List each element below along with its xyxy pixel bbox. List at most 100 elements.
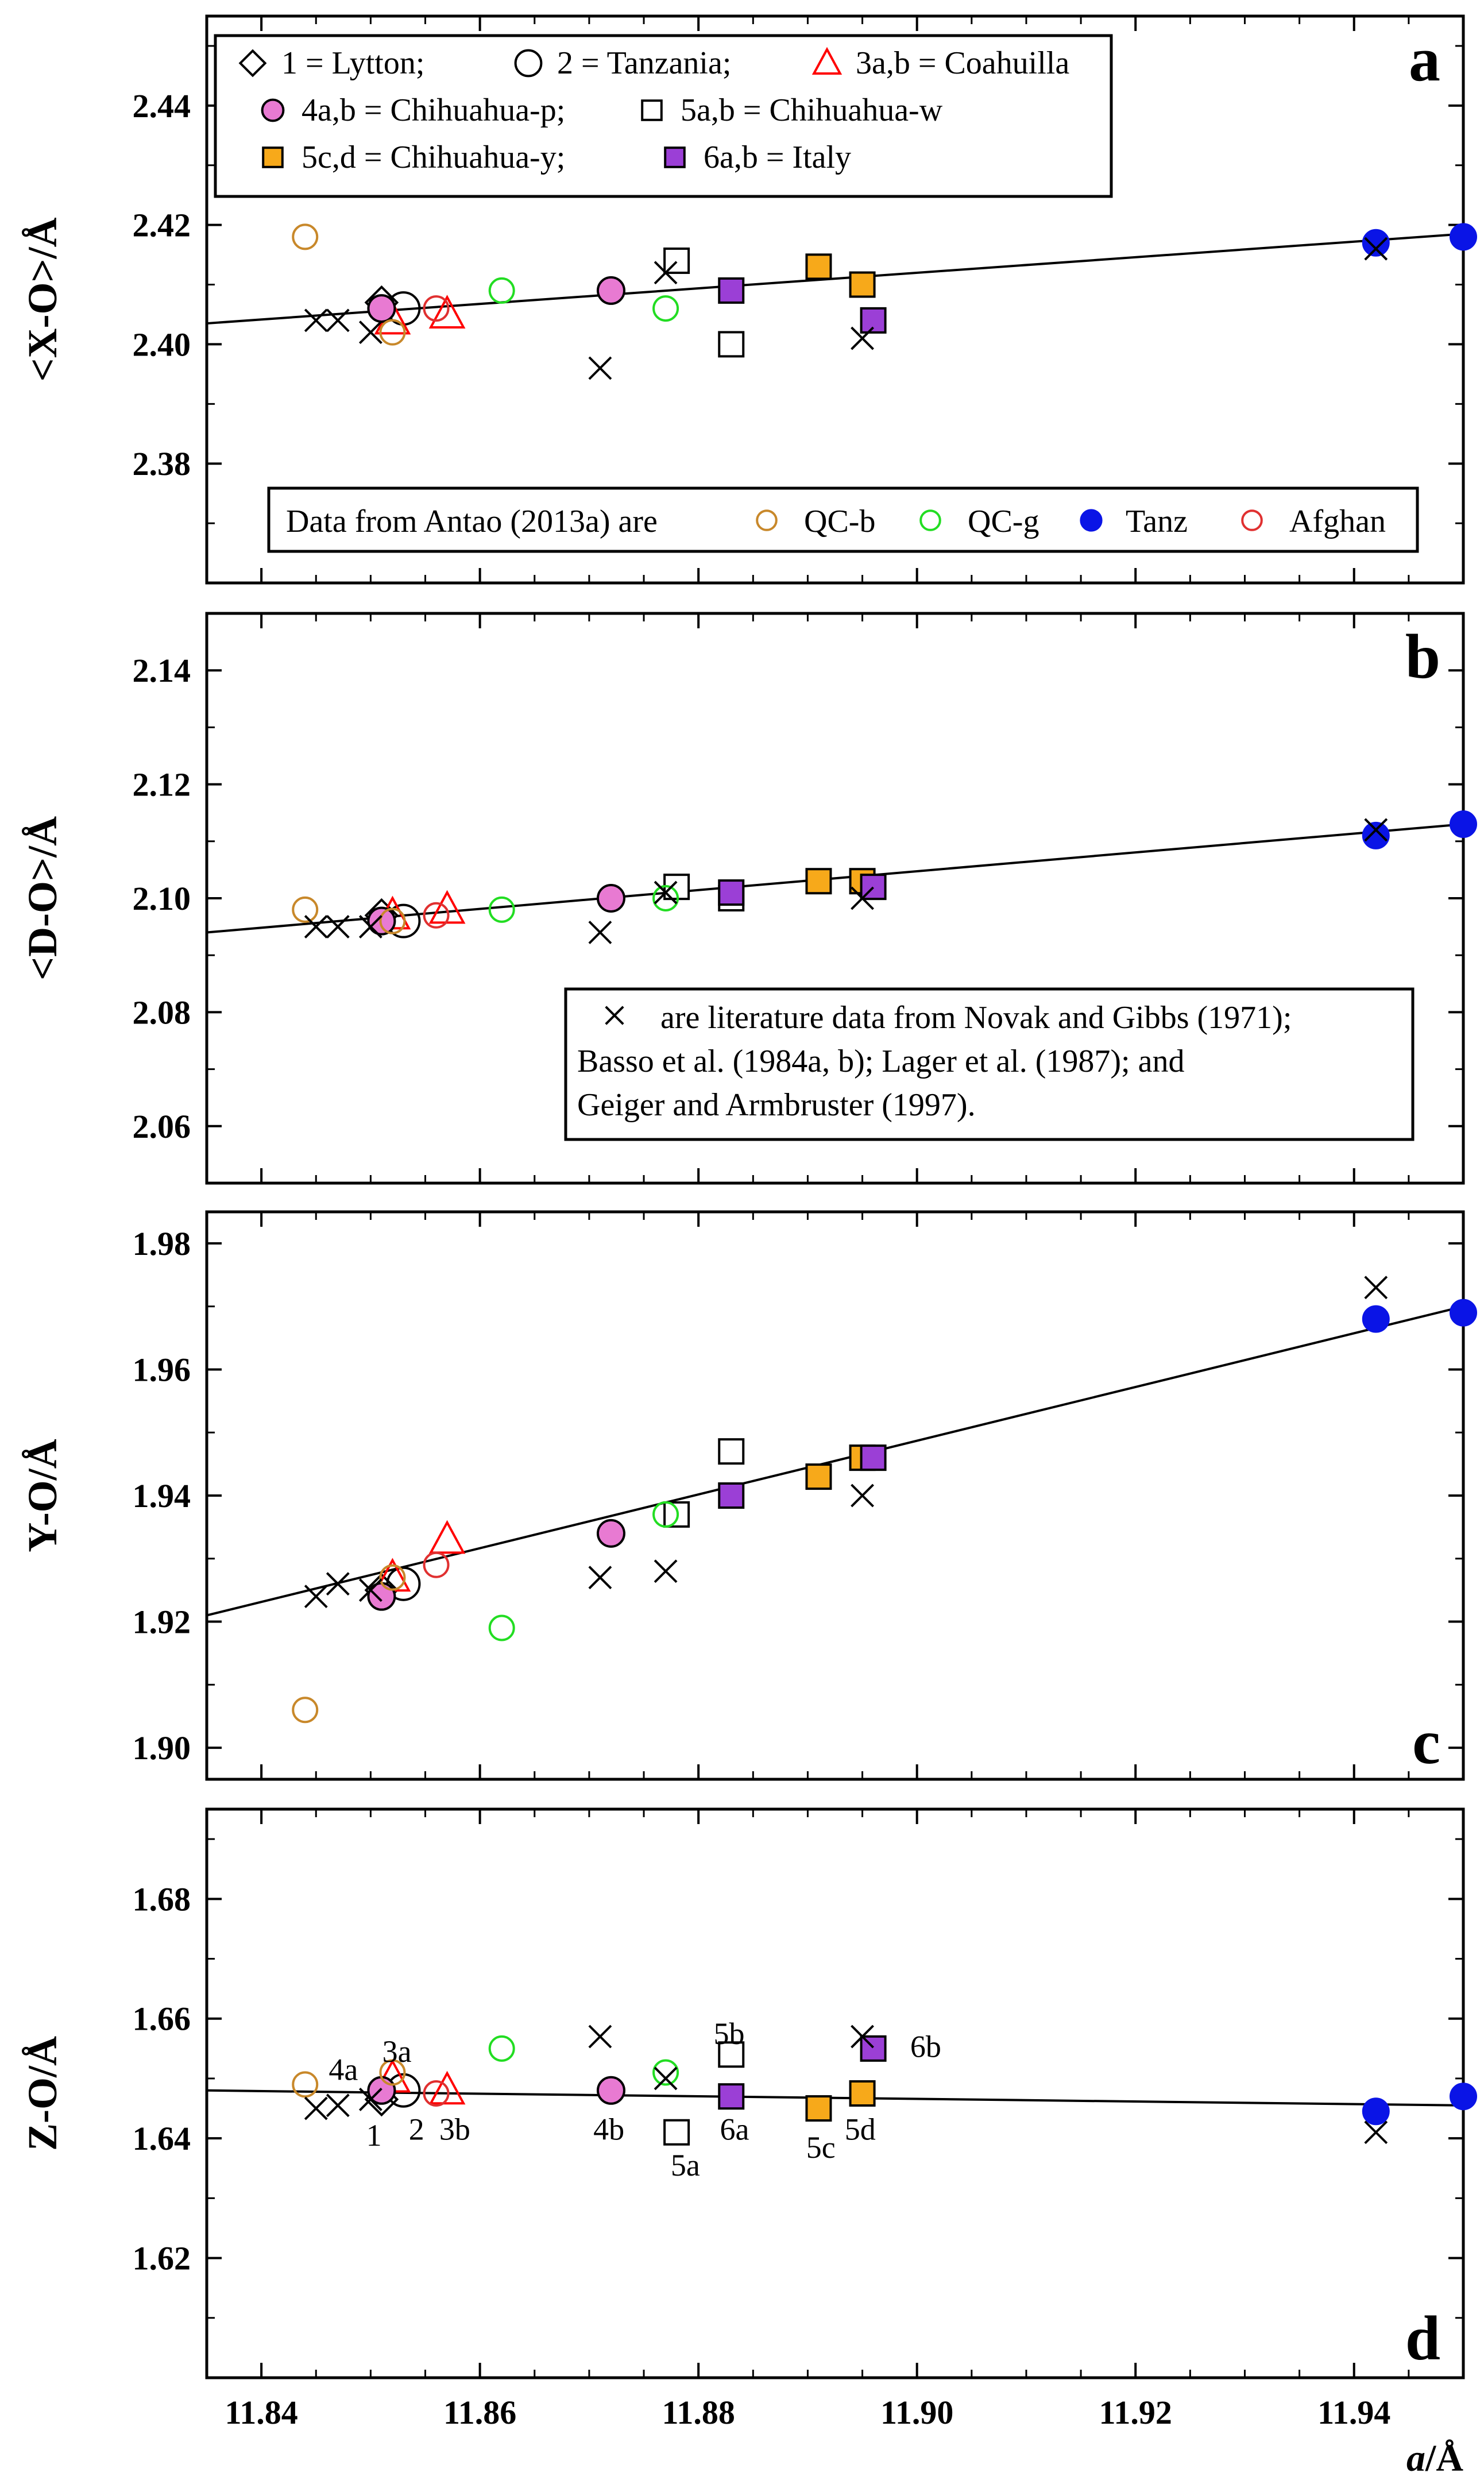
series-circle-pink xyxy=(367,1519,625,1611)
x-tick-label: 11.94 xyxy=(1317,2394,1390,2431)
fit-line xyxy=(206,1305,1464,1617)
data-point-cross xyxy=(1364,1276,1388,1300)
y-tick-label: 1.68 xyxy=(133,1880,191,1918)
legend-note-box xyxy=(564,987,1415,1141)
series-square-orange xyxy=(805,253,876,298)
y-axis-label: <D-O>/Å xyxy=(20,816,65,980)
data-point-circle-pink xyxy=(596,2076,625,2105)
panel-letter: b xyxy=(1405,621,1440,691)
y-tick-label: 2.40 xyxy=(133,326,191,363)
point-annotation: 6b xyxy=(910,2030,941,2064)
series-circle-afghan xyxy=(423,902,450,929)
series-circle-blue xyxy=(1362,223,1477,257)
panel-c: 1.90 1.92 1.94 1.96 1.98 Y-O/Å c xyxy=(20,1210,1477,1781)
data-point-triangle-red xyxy=(428,295,466,329)
data-point-circle-qcb xyxy=(379,907,406,934)
legend-note: are literature data from Novak and Gibbs… xyxy=(564,987,1415,1141)
point-annotation: 2 xyxy=(409,2112,424,2147)
data-point-square-orange xyxy=(805,1463,832,1490)
y-tick-label: 2.12 xyxy=(133,766,191,803)
legend-top-box xyxy=(214,34,1113,198)
point-annotation: 5d xyxy=(845,2112,876,2147)
data-point-circle-qcg xyxy=(488,2035,515,2062)
panel-letter: d xyxy=(1405,2303,1440,2373)
data-point-circle-pink xyxy=(367,294,396,323)
data-point-cross xyxy=(358,320,382,345)
data-point-circle-qcb xyxy=(292,896,319,923)
x-tick-label: 11.90 xyxy=(880,2394,953,2431)
legend-label: QC-g xyxy=(968,504,1039,539)
data-point-circle-pink xyxy=(596,276,625,305)
x-axis: 11.84 11.86 11.88 11.90 11.92 11.94 xyxy=(225,2394,1390,2431)
data-point-circle-qcb xyxy=(292,223,319,250)
data-point-circle-qcg xyxy=(652,2059,679,2086)
legend-note-line: Basso et al. (1984a, b); Lager et al. (1… xyxy=(577,1044,1184,1079)
data-point-cross xyxy=(654,880,678,905)
series-square-purple xyxy=(718,1444,887,1509)
data-point-cross xyxy=(304,915,328,939)
point-annotation: 6a xyxy=(720,2112,749,2147)
data-point-cross xyxy=(588,2025,612,2049)
series-circle-blue xyxy=(1362,2083,1477,2126)
legend-label: Tanz xyxy=(1126,504,1188,539)
data-point-square-purple xyxy=(718,1482,745,1509)
data-point-circle-blue xyxy=(1362,2097,1390,2126)
y-tick-label: 1.64 xyxy=(133,2120,191,2157)
series-cross xyxy=(304,818,1388,944)
series-square-orange xyxy=(805,2080,876,2122)
data-point-circle-blue xyxy=(1362,229,1390,257)
data-point-cross xyxy=(358,2088,382,2111)
fit-line xyxy=(206,233,1464,325)
series-circle-afghan xyxy=(423,295,450,322)
data-point-cross xyxy=(304,1585,328,1609)
data-point-square-open xyxy=(718,2041,745,2068)
data-point-square-purple xyxy=(718,2083,745,2110)
data-point-square-purple xyxy=(718,277,745,304)
data-point-square-orange xyxy=(849,271,876,298)
series-circle-blue xyxy=(1362,1299,1477,1333)
legend-marker-triangle-red xyxy=(811,47,843,75)
y-tick-label: 2.10 xyxy=(133,880,191,917)
legend-label: 3a,b = Coahuilla xyxy=(856,45,1069,81)
fit-line xyxy=(206,823,1464,934)
point-annotation: 5b xyxy=(713,2016,744,2051)
data-point-circle-blue xyxy=(1450,2083,1477,2111)
y-tick-label: 1.66 xyxy=(133,2000,191,2038)
series-circle-afghan xyxy=(423,1551,450,1578)
data-point-square-orange xyxy=(805,253,832,280)
data-point-circle-afghan xyxy=(423,1551,450,1578)
data-point-cross xyxy=(358,1578,382,1602)
y-tick-label: 2.44 xyxy=(133,87,191,125)
data-point-cross xyxy=(588,1566,612,1590)
y-axis-label: Z-O/Å xyxy=(20,2036,65,2151)
data-point-circle-qcg xyxy=(652,1501,679,1528)
data-point-circle-qcg xyxy=(652,885,679,911)
data-point-square-purple xyxy=(718,879,745,906)
data-point-circle-blue xyxy=(1362,821,1390,849)
series-circle-qcb xyxy=(292,896,406,934)
data-point-circle-qcb xyxy=(379,319,406,346)
series-circle-pink xyxy=(367,276,625,323)
series-circle-qcg xyxy=(488,2035,679,2086)
data-point-cross xyxy=(326,1572,350,1596)
series-circle-qcb xyxy=(292,223,406,346)
data-point-cross xyxy=(588,921,612,944)
legend-marker-circle-qcb xyxy=(756,509,778,531)
legend-note-line: Geiger and Armbruster (1997). xyxy=(577,1087,976,1123)
data-point-cross xyxy=(851,886,874,910)
point-annotation: 5c xyxy=(806,2130,836,2165)
legend-label: 1 = Lytton; xyxy=(281,45,424,81)
data-point-cross xyxy=(1364,2120,1388,2145)
point-annotation: 3b xyxy=(439,2112,470,2147)
fit-line xyxy=(206,2089,1464,2107)
series-square-open xyxy=(663,1438,745,1528)
x-tick-label: 11.86 xyxy=(443,2394,516,2431)
legend-label: 6a,b = Italy xyxy=(704,140,851,175)
panel-a: 2.38 2.40 2.42 2.44 <X-O>/Å a 1 = Lytton; 2 = T… xyxy=(20,14,1477,585)
data-point-square-orange xyxy=(849,2080,876,2107)
legend-marker-square-purple xyxy=(664,146,686,168)
series-circle-qcb xyxy=(292,1564,406,1724)
data-point-square-orange xyxy=(805,868,832,895)
data-point-circle-qcg xyxy=(652,295,679,322)
